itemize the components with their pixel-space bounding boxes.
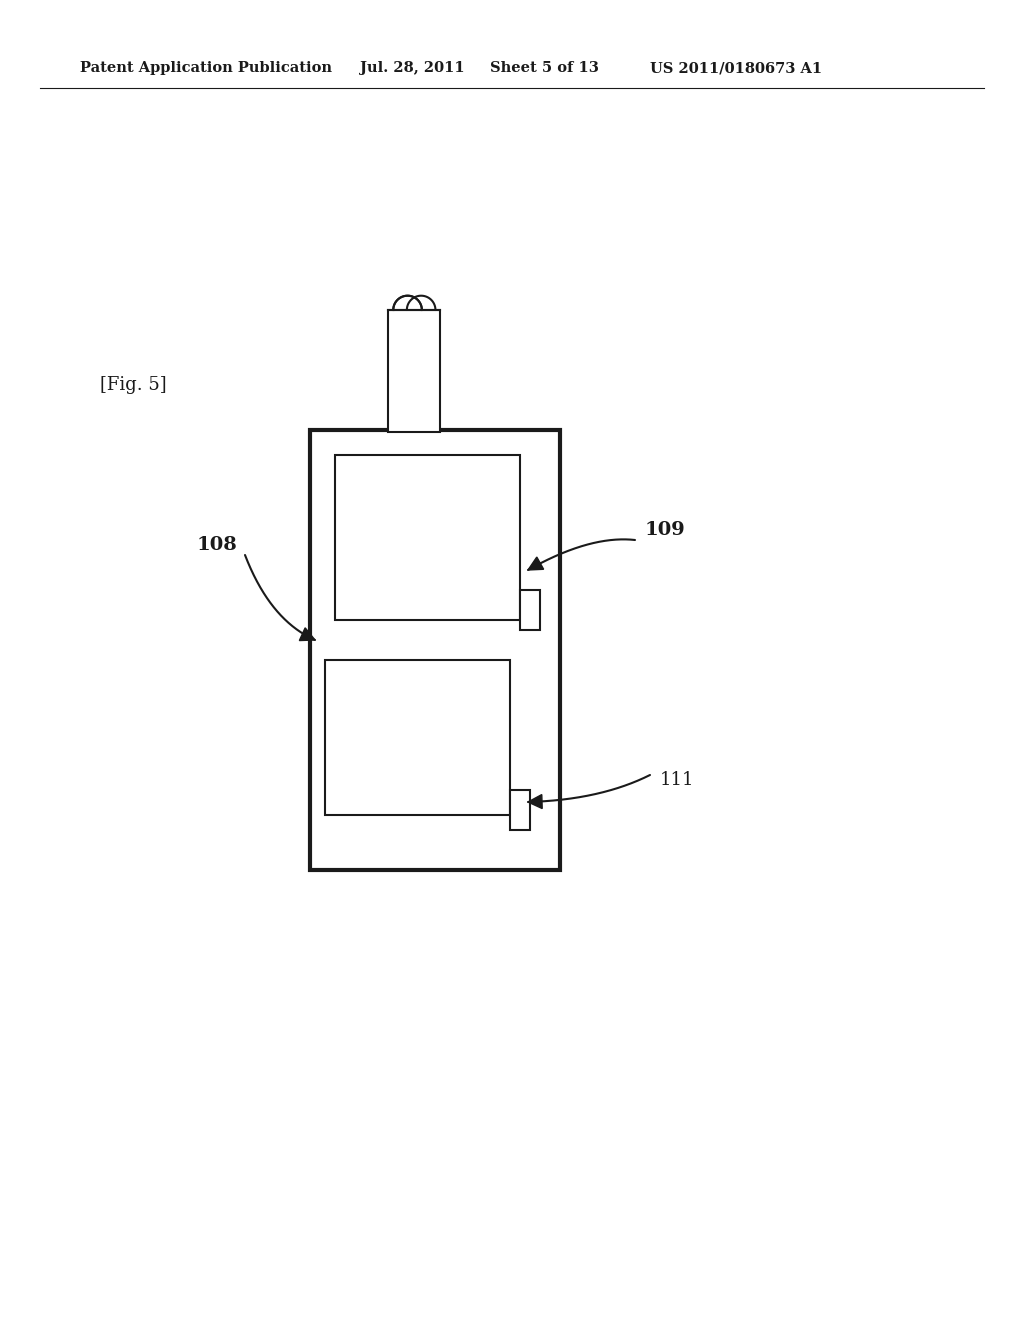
Text: 111: 111 (660, 771, 694, 789)
Text: US 2011/0180673 A1: US 2011/0180673 A1 (650, 61, 822, 75)
Text: Sheet 5 of 13: Sheet 5 of 13 (490, 61, 599, 75)
Bar (310, 430, 560, 870)
Polygon shape (528, 557, 544, 570)
Bar (335, 455, 520, 620)
Polygon shape (528, 795, 543, 809)
Text: 108: 108 (197, 536, 238, 554)
Bar (520, 590, 540, 630)
Polygon shape (299, 628, 315, 640)
Text: Jul. 28, 2011: Jul. 28, 2011 (360, 61, 465, 75)
Bar (325, 660, 510, 814)
Text: 109: 109 (645, 521, 686, 539)
Text: [Fig. 5]: [Fig. 5] (100, 376, 167, 393)
Bar (510, 789, 530, 830)
Text: Patent Application Publication: Patent Application Publication (80, 61, 332, 75)
Bar (388, 310, 440, 432)
